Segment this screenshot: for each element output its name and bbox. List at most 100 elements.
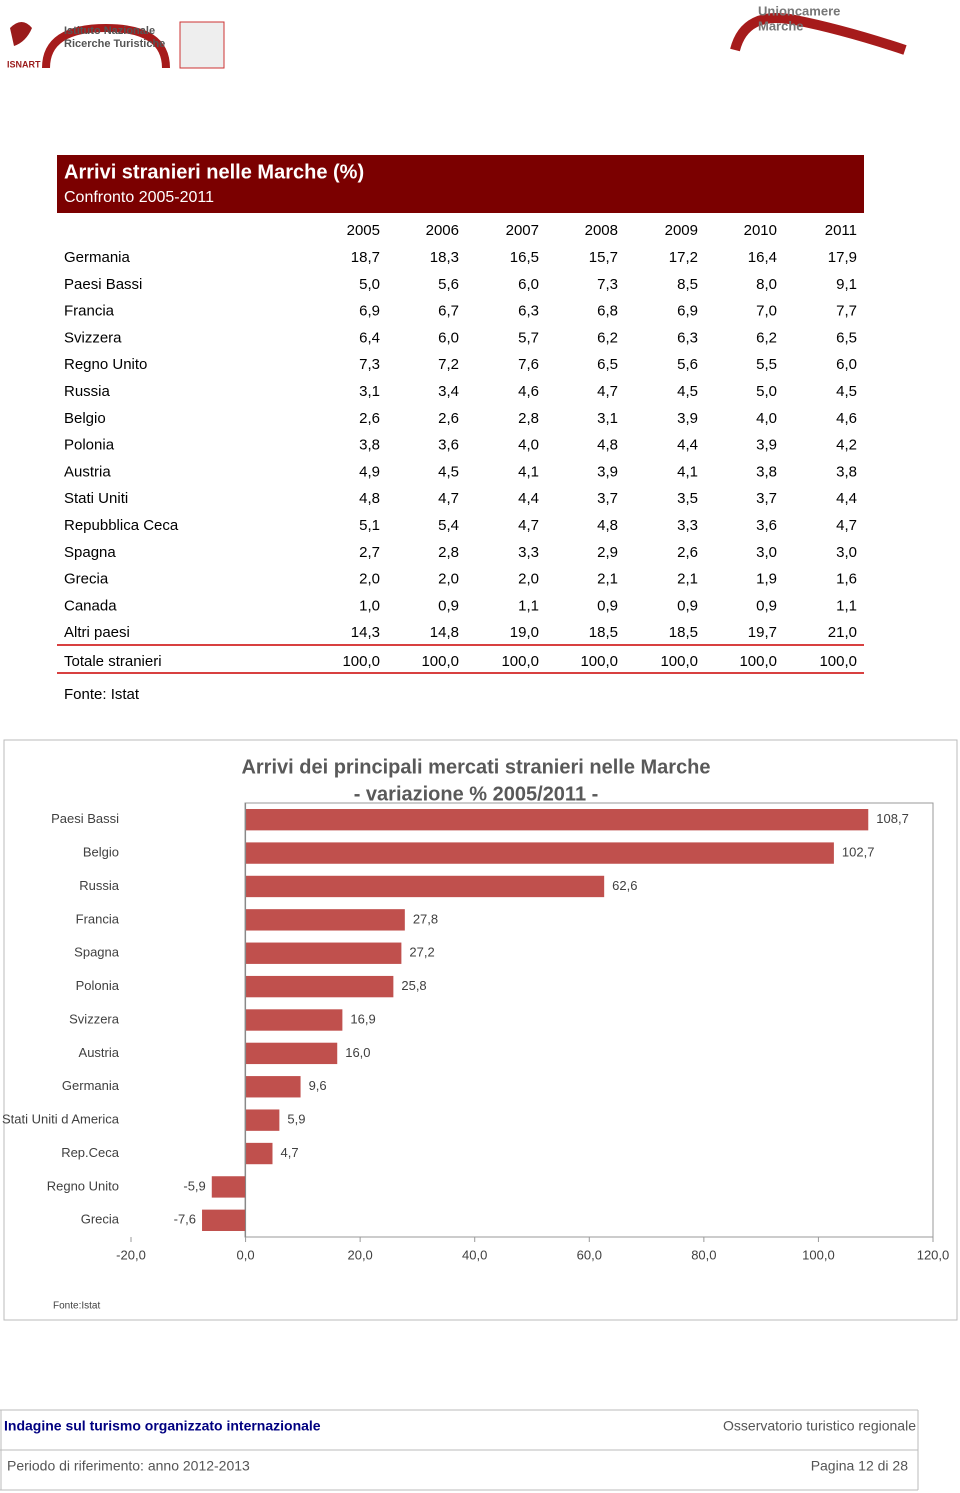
row-label: Stati Uniti (64, 490, 128, 507)
category-label: Russia (79, 878, 120, 893)
table-cell: 5,6 (677, 356, 698, 373)
x-tick-label: 100,0 (802, 1247, 835, 1262)
table-cell: 4,2 (836, 437, 857, 454)
table-cell: 8,0 (756, 276, 777, 293)
table-cell: 3,7 (756, 490, 777, 507)
table-cell: 2,6 (359, 410, 380, 427)
table-cell: 3,8 (359, 437, 380, 454)
table-cell: 3,8 (756, 463, 777, 480)
row-label: Belgio (64, 410, 106, 427)
category-label: Stati Uniti d America (2, 1112, 120, 1127)
column-header: 2010 (744, 222, 777, 239)
column-header: 2006 (426, 222, 459, 239)
table-cell: 2,1 (597, 571, 618, 588)
table-cell: 3,0 (836, 544, 857, 561)
data-label: 62,6 (612, 878, 637, 893)
table-cell: 5,7 (518, 329, 539, 346)
row-label: Spagna (64, 544, 116, 561)
table-cell: 2,6 (677, 544, 698, 561)
bar (245, 1109, 280, 1131)
table-cell: 3,4 (438, 383, 459, 400)
category-label: Svizzera (69, 1011, 120, 1026)
bar (245, 809, 869, 831)
bar (245, 842, 834, 864)
data-label: 16,9 (350, 1011, 375, 1026)
row-label: Polonia (64, 437, 115, 454)
column-header: 2008 (585, 222, 618, 239)
table-cell: 4,1 (518, 463, 539, 480)
table-cell: 3,3 (677, 517, 698, 534)
table-cell: 6,3 (677, 329, 698, 346)
table-cell: 3,1 (597, 410, 618, 427)
row-label: Totale stranieri (64, 653, 162, 670)
table-cell: 14,3 (351, 624, 380, 641)
table-cell: 7,3 (597, 276, 618, 293)
table-cell: 2,9 (597, 544, 618, 561)
table-cell: 100,0 (819, 653, 857, 670)
table-cell: 0,9 (756, 597, 777, 614)
table-cell: 4,4 (518, 490, 539, 507)
table-cell: 4,0 (518, 437, 539, 454)
table-cell: 18,3 (430, 249, 459, 266)
table-cell: 5,0 (359, 276, 380, 293)
row-label: Francia (64, 303, 115, 320)
table-title-bar (57, 155, 864, 213)
table-cell: 7,7 (836, 303, 857, 320)
table-cell: 3,5 (677, 490, 698, 507)
row-label: Repubblica Ceca (64, 517, 179, 534)
row-label: Paesi Bassi (64, 276, 142, 293)
category-label: Francia (76, 911, 120, 926)
bar (245, 875, 605, 898)
footer (0, 1409, 919, 1491)
row-label: Austria (64, 463, 111, 480)
table-cell: 19,0 (510, 624, 539, 641)
table-cell: 3,9 (597, 463, 618, 480)
table-cell: 2,1 (677, 571, 698, 588)
table-cell: 3,9 (677, 410, 698, 427)
table-cell: 18,5 (669, 624, 698, 641)
bar (202, 1209, 246, 1231)
bar (245, 909, 405, 931)
row-label: Germania (64, 249, 131, 266)
table-cell: 7,0 (756, 303, 777, 320)
data-label: 25,8 (401, 978, 426, 993)
table-cell: 9,1 (836, 276, 857, 293)
table-cell: 6,0 (518, 276, 539, 293)
data-label: 27,8 (413, 911, 438, 926)
category-label: Polonia (76, 978, 120, 993)
table-cell: 14,8 (430, 624, 459, 641)
x-tick-label: 120,0 (917, 1247, 950, 1262)
x-tick-label: 80,0 (691, 1247, 716, 1262)
table-cell: 6,8 (597, 303, 618, 320)
bar (211, 1176, 246, 1198)
row-label: Svizzera (64, 329, 122, 346)
table-cell: 6,7 (438, 303, 459, 320)
table-cell: 4,4 (836, 490, 857, 507)
table-cell: 17,2 (669, 249, 698, 266)
table-cell: 3,3 (518, 544, 539, 561)
table-cell: 100,0 (739, 653, 777, 670)
footer-text: Pagina 12 di 28 (811, 1458, 909, 1474)
table-cell: 3,7 (597, 490, 618, 507)
table-cell: 18,5 (589, 624, 618, 641)
x-tick-label: 0,0 (237, 1247, 255, 1262)
data-label: 27,2 (409, 945, 434, 960)
table-cell: 7,6 (518, 356, 539, 373)
table-cell: 1,1 (836, 597, 857, 614)
table-cell: 7,3 (359, 356, 380, 373)
table-cell: 17,9 (828, 249, 857, 266)
table-cell: 2,7 (359, 544, 380, 561)
unioncamere-logo: Unioncamere Marche (730, 3, 907, 55)
table-cell: 6,5 (836, 329, 857, 346)
column-header: 2011 (825, 222, 857, 239)
chart: -20,0 0,0 20,0 40,0 60,0 80,0 100,0 120,0 Paesi … (2, 803, 949, 1262)
table-cell: 100,0 (580, 653, 618, 670)
table-cell: 6,0 (836, 356, 857, 373)
table-cell: 6,9 (677, 303, 698, 320)
category-label: Germania (62, 1078, 120, 1093)
chart-subtitle: - variazione % 2005/2011 - (354, 783, 599, 805)
row-label: Regno Unito (64, 356, 147, 373)
data-label: -7,6 (174, 1212, 196, 1227)
category-label: Regno Unito (47, 1178, 119, 1193)
